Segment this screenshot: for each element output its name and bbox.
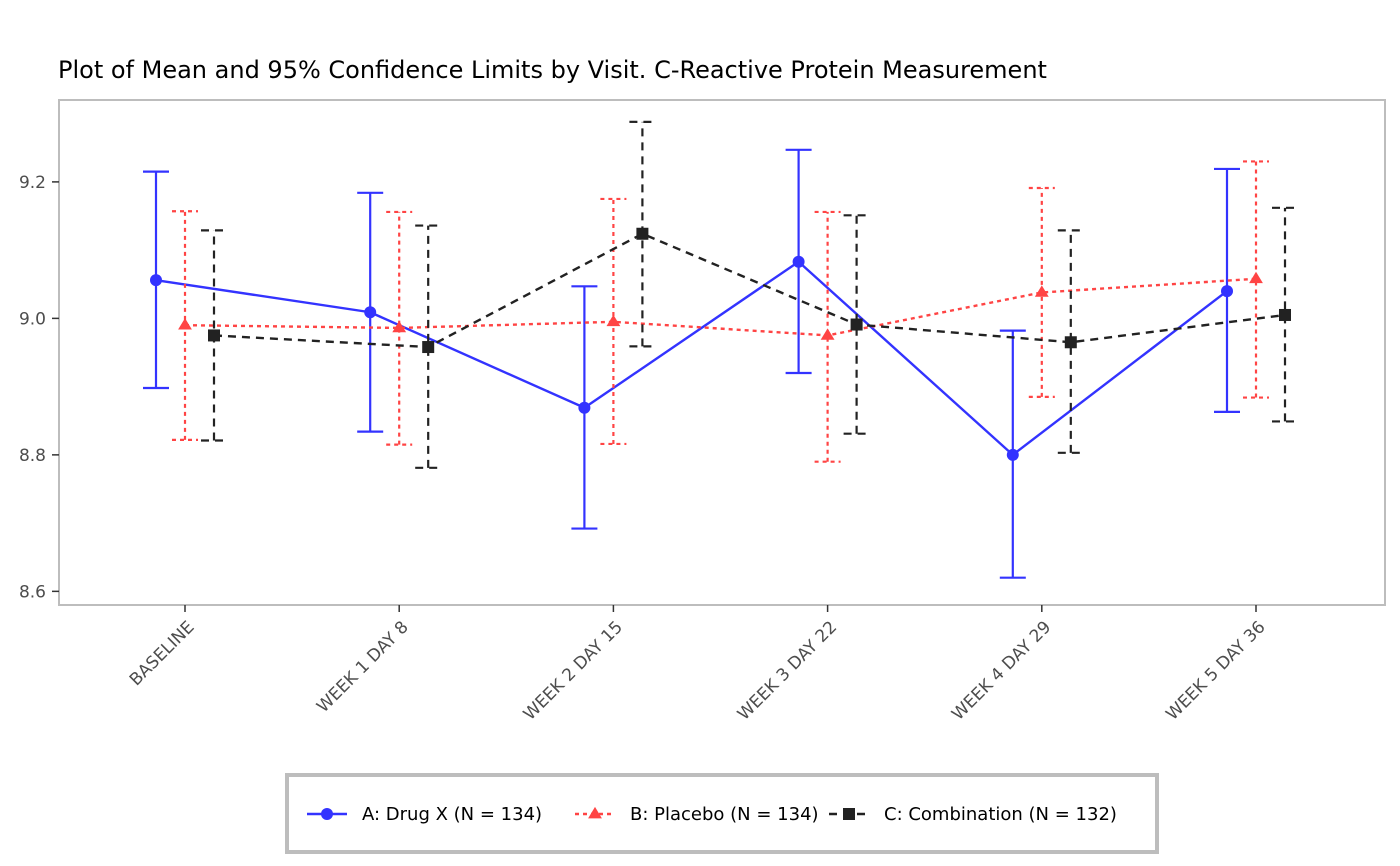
series-1 <box>143 148 1240 579</box>
x-tick-label: WEEK 4 DAY 29 <box>948 617 1055 724</box>
data-point <box>1221 285 1233 298</box>
data-point <box>820 328 835 340</box>
data-point <box>1279 308 1291 321</box>
data-point <box>578 401 591 414</box>
data-point <box>636 227 649 240</box>
data-point <box>178 318 192 330</box>
y-tick-label: 9.2 <box>19 173 46 193</box>
series-line <box>184 277 1257 337</box>
error-bar <box>386 210 413 446</box>
plot-panel-border <box>58 99 1386 606</box>
series-layer <box>143 120 1298 579</box>
data-point <box>422 341 435 354</box>
y-tick-label: 8.6 <box>19 582 46 602</box>
legend-marker <box>843 808 855 820</box>
x-tick-label: WEEK 3 DAY 22 <box>734 617 841 724</box>
series-line <box>155 260 1228 457</box>
error-bar <box>1057 229 1084 454</box>
y-axis: 8.6 8.8 9.0 9.2 <box>19 173 59 602</box>
data-point <box>792 255 805 268</box>
data-point <box>1006 448 1019 461</box>
legend-marker <box>321 808 333 820</box>
error-bar <box>814 210 841 463</box>
data-point <box>150 274 162 287</box>
legend-label: A: Drug X (N = 134) <box>362 804 542 825</box>
chart-title: Plot of Mean and 95% Confidence Limits b… <box>58 56 1047 84</box>
error-bar <box>1272 206 1298 423</box>
data-point <box>1249 271 1263 284</box>
legend-item: B: Placebo (N = 134) <box>575 804 819 825</box>
legend-label: C: Combination (N = 132) <box>884 804 1117 825</box>
error-bar <box>843 214 870 435</box>
data-point <box>392 320 407 333</box>
legend: A: Drug X (N = 134) B: Placebo (N = 134) C… <box>285 773 1159 854</box>
data-point <box>208 329 220 342</box>
x-tick-label: BASELINE <box>126 617 199 690</box>
series-line <box>213 232 1286 349</box>
legend-item: C: Combination (N = 132) <box>829 804 1117 825</box>
data-point <box>1034 285 1049 297</box>
data-point <box>850 318 863 331</box>
legend-box <box>285 773 1159 854</box>
x-tick-label: WEEK 2 DAY 15 <box>520 617 627 724</box>
x-tick-label: WEEK 5 DAY 36 <box>1162 617 1269 724</box>
data-point <box>364 306 377 319</box>
legend-item: A: Drug X (N = 134) <box>307 804 542 825</box>
y-tick-label: 9.0 <box>19 309 46 329</box>
error-bar <box>415 224 442 469</box>
data-point <box>606 314 621 327</box>
legend-marker <box>588 806 602 819</box>
series-2 <box>172 160 1269 463</box>
legend-items: A: Drug X (N = 134) B: Placebo (N = 134) C… <box>307 804 1117 825</box>
series-3 <box>201 120 1298 469</box>
data-point <box>1064 336 1077 349</box>
legend-label: B: Placebo (N = 134) <box>630 804 819 825</box>
y-tick-label: 8.8 <box>19 446 46 466</box>
x-axis: BASELINE WEEK 1 DAY 8 WEEK 2 DAY 15 WEEK 3 … <box>126 605 1270 725</box>
x-tick-label: WEEK 1 DAY 8 <box>313 617 413 717</box>
